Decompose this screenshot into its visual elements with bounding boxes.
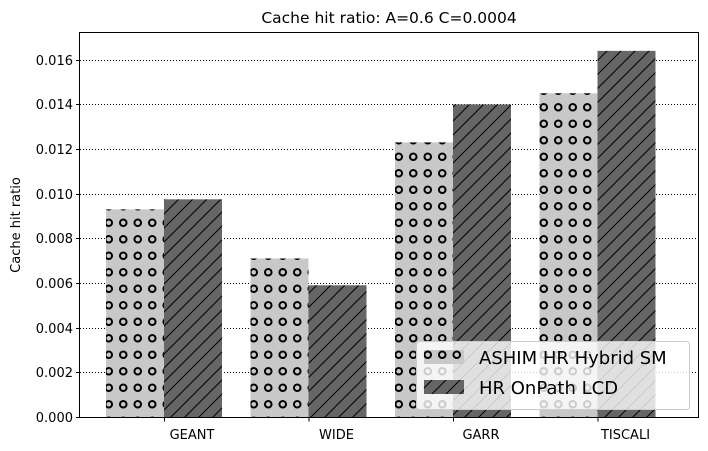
legend-swatch-onpath bbox=[424, 380, 464, 394]
y-tick-label: 0.002 bbox=[36, 366, 73, 381]
y-tick-label: 0.010 bbox=[36, 188, 73, 203]
y-tick-label: 0.000 bbox=[36, 411, 73, 426]
bars bbox=[106, 50, 656, 418]
y-tick-label: 0.006 bbox=[36, 277, 73, 292]
x-axis-ticks: GEANT WIDE GARR TISCALI bbox=[164, 417, 650, 443]
x-tick-label-tiscali: TISCALI bbox=[600, 428, 650, 443]
legend-swatch-ashim bbox=[424, 350, 464, 364]
legend-label-onpath: HR OnPath LCD bbox=[479, 378, 618, 399]
legend-box bbox=[416, 341, 690, 410]
x-tick-label-wide: WIDE bbox=[319, 428, 354, 443]
y-tick-label: 0.016 bbox=[36, 54, 73, 69]
bar-wide-series-1 bbox=[308, 285, 367, 417]
y-axis-ticks: 0.000 0.002 0.004 0.006 0.008 0.010 0.012 0.014… bbox=[36, 54, 80, 426]
y-tick-label: 0.012 bbox=[36, 143, 73, 158]
x-tick-label-geant: GEANT bbox=[170, 428, 215, 443]
bar-wide-series-0 bbox=[250, 258, 309, 417]
x-tick-label-garr: GARR bbox=[462, 428, 499, 443]
legend-label-ashim: ASHIM HR Hybrid SM bbox=[479, 348, 667, 369]
chart-title: Cache hit ratio: A=0.6 C=0.0004 bbox=[261, 9, 516, 27]
y-tick-label: 0.014 bbox=[36, 98, 73, 113]
y-tick-label: 0.004 bbox=[36, 322, 73, 337]
bar-geant-series-0 bbox=[106, 209, 164, 417]
y-axis-label: Cache hit ratio bbox=[9, 177, 24, 273]
plot-frame bbox=[79, 32, 699, 418]
bar-geant-series-1 bbox=[164, 199, 222, 417]
legend: ASHIM HR Hybrid SM HR OnPath LCD bbox=[416, 341, 690, 410]
y-tick-label: 0.008 bbox=[36, 232, 73, 247]
